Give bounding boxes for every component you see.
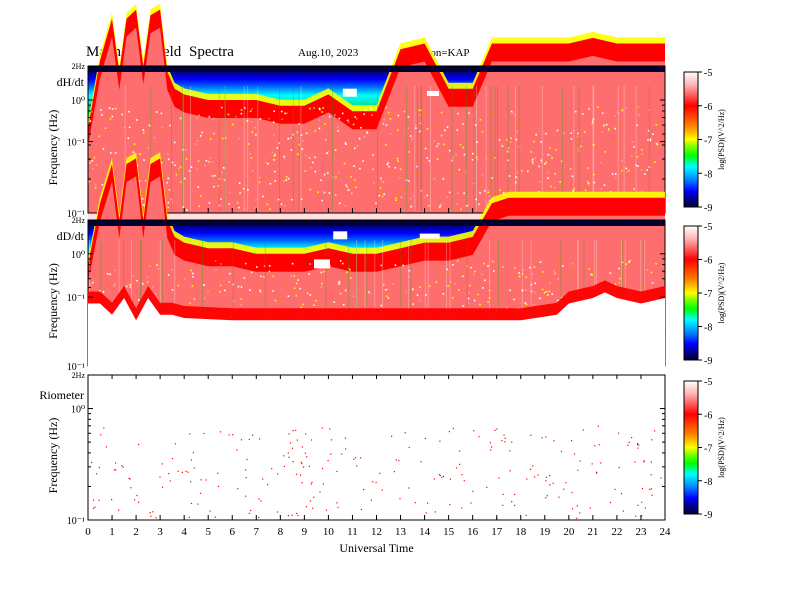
xtick-label-17: 17 <box>491 526 503 538</box>
ytick-label-2-2: 10⁻¹ <box>67 362 85 373</box>
xtick-label-4: 4 <box>181 526 187 538</box>
colorbar-tick-3-3: -8 <box>704 477 712 488</box>
ytick-label-3-2: 10⁻¹ <box>67 516 85 527</box>
ytick-label-3-1: 10⁰ <box>71 405 85 416</box>
panel-label-1: dH/dt <box>57 75 85 89</box>
ylabel-2: Frequency (Hz) <box>46 263 60 339</box>
xtick-label-2: 2 <box>133 526 139 538</box>
colorbar-tick-3-0: -5 <box>704 377 712 388</box>
xtick-label-21: 21 <box>587 526 598 538</box>
colorbar-tick-1-1: -6 <box>704 102 712 113</box>
colorbar-tick-1-2: -7 <box>704 136 712 147</box>
ytop-label-1: 2Hz <box>72 62 86 71</box>
xtick-label-1: 1 <box>109 526 115 538</box>
xtick-label-12: 12 <box>371 526 382 538</box>
panel-label-3: Riometer <box>39 388 84 402</box>
ylabel-3: Frequency (Hz) <box>46 418 60 494</box>
xtick-label-19: 19 <box>539 526 551 538</box>
xtick-label-10: 10 <box>323 526 335 538</box>
ytop-label-2: 2Hz <box>72 216 86 225</box>
colorbar-tick-2-2: -7 <box>704 289 712 300</box>
panel-label-2: dD/dt <box>57 229 85 243</box>
xlabel: Universal Time <box>339 541 413 555</box>
xtick-label-22: 22 <box>611 526 622 538</box>
xtick-label-13: 13 <box>395 526 407 538</box>
colorbar-label-1: log(PSD)(V^2/Hz) <box>717 109 726 170</box>
ytop-label-3: 2Hz <box>72 371 86 380</box>
xtick-label-20: 20 <box>563 526 575 538</box>
colorbar-tick-3-4: -9 <box>704 510 712 521</box>
colorbar-tick-1-4: -9 <box>704 203 712 214</box>
xtick-label-0: 0 <box>85 526 91 538</box>
gap-2c <box>419 233 440 239</box>
xtick-label-24: 24 <box>660 526 672 538</box>
xtick-label-9: 9 <box>302 526 308 538</box>
colorbar-1 <box>683 71 699 208</box>
speckle-3 <box>91 425 662 519</box>
xtick-label-14: 14 <box>419 526 431 538</box>
pink-region-1 <box>88 27 665 231</box>
ytick-label-1-2: 10⁻¹ <box>67 209 85 220</box>
xtick-label-15: 15 <box>443 526 455 538</box>
xtick-label-5: 5 <box>205 526 211 538</box>
gap-2a <box>313 259 330 269</box>
ytick-label-1-1: 10⁰ <box>71 96 85 107</box>
colorbar-label-2: log(PSD)(V^2/Hz) <box>717 262 726 323</box>
colorbar-tick-2-3: -8 <box>704 323 712 334</box>
gap-1a <box>342 88 357 97</box>
colorbar-tick-1-3: -8 <box>704 169 712 180</box>
xtick-label-8: 8 <box>278 526 284 538</box>
colorbar-tick-3-2: -7 <box>704 444 712 455</box>
speckle-1 <box>88 86 665 213</box>
white-region-3 <box>88 292 665 532</box>
xtick-label-23: 23 <box>635 526 647 538</box>
ylabel-1: Frequency (Hz) <box>46 110 60 186</box>
xtick-label-6: 6 <box>230 526 236 538</box>
xtick-label-11: 11 <box>347 526 358 538</box>
ytick-label-2-1: 10⁰ <box>71 250 85 261</box>
ytick-label-3-0: 10⁻¹ <box>67 293 85 304</box>
xtick-label-18: 18 <box>515 526 527 538</box>
colorbar-tick-3-1: -6 <box>704 410 712 421</box>
gap-1b <box>426 90 439 96</box>
xtick-label-16: 16 <box>467 526 479 538</box>
colorbar-label-3: log(PSD)(V^2/Hz) <box>717 417 726 478</box>
gap-2b <box>333 231 348 240</box>
colorbar-tick-2-1: -6 <box>704 256 712 267</box>
colorbar-tick-1-0: -5 <box>704 68 712 79</box>
colorbar-2 <box>683 225 699 361</box>
date-label: Aug.10, 2023 <box>298 47 359 59</box>
xtick-label-3: 3 <box>157 526 163 538</box>
colorbar-3 <box>683 380 699 515</box>
colorbar-tick-2-0: -5 <box>704 222 712 233</box>
colorbar-tick-2-4: -9 <box>704 356 712 367</box>
ytick-label-2-0: 10⁻¹ <box>67 138 85 149</box>
xtick-label-7: 7 <box>254 526 260 538</box>
